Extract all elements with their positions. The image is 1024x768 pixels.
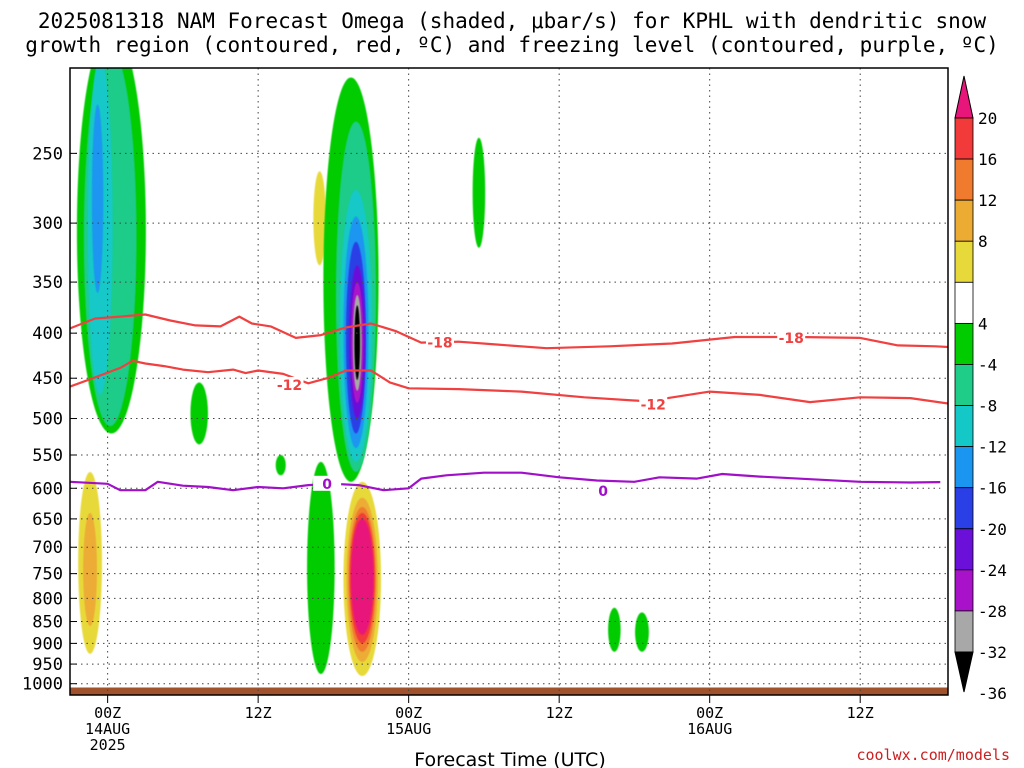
- omega-region-8: [275, 454, 286, 476]
- contour-label-bg-1-2: [1016, 400, 1024, 415]
- colorbar-label-5: -4: [978, 355, 997, 374]
- x-tick-label-36-1: 12Z: [546, 704, 573, 722]
- contour-label-bg-0-0: [426, 334, 455, 350]
- plot-border: [69, 67, 949, 696]
- y-tick-label-800: 800: [32, 589, 63, 609]
- pressure-axis: 2503003504004505005506006507007508008509…: [22, 144, 77, 695]
- x-tick-label-48-1: 00Z: [696, 704, 723, 722]
- y-tick-label-750: 750: [32, 565, 63, 585]
- terrain-surface: [70, 687, 948, 695]
- x-tick-label-24-1: 00Z: [395, 704, 422, 722]
- plot-area: [70, 68, 948, 695]
- y-tick-label-950: 950: [32, 655, 63, 675]
- contour-label-bg-2-0: [313, 475, 342, 491]
- y-tick-label-350: 350: [32, 273, 63, 293]
- colorbar-high-arrow: [954, 75, 974, 119]
- colorbar-label-3: 8: [978, 232, 988, 251]
- y-tick-label-250: 250: [32, 144, 63, 164]
- omega-region-11: [307, 461, 335, 675]
- chart-title-line-2: growth region (contoured, red, ºC) and f…: [25, 33, 999, 57]
- colorbar-band-12: [954, 610, 974, 653]
- contour-line-2: [70, 471, 948, 492]
- x-axis-label: Forecast Time (UTC): [414, 749, 605, 768]
- y-tick-label-550: 550: [32, 446, 63, 466]
- colorbar-label-12: -32: [978, 643, 1007, 662]
- colorbar: 20 16 12 8 4 -4 -8 -12 -16 -20 -24 -28 -32 -36: [954, 75, 1007, 703]
- contour-label-0-1: -18: [779, 331, 804, 347]
- x-tick-label-60-1: 12Z: [847, 704, 874, 722]
- colorbar-band-7: [954, 405, 974, 448]
- credit-text: coolwx.com/models: [856, 746, 1010, 764]
- colorbar-band-4: [954, 281, 974, 324]
- contour-label-bg-2-2: [940, 480, 948, 496]
- x-tick-label-24-2: 15AUG: [386, 720, 431, 738]
- colorbar-label-7: -12: [978, 438, 1007, 457]
- y-tick-label-650: 650: [32, 510, 63, 530]
- omega-region-26: [608, 607, 621, 652]
- omega-shading: [76, 68, 649, 676]
- colorbar-label-9: -20: [978, 520, 1007, 539]
- y-tick-label-450: 450: [32, 369, 63, 389]
- colorbar-band-3: [954, 240, 974, 283]
- x-tick-label-0-1: 00Z: [94, 704, 121, 722]
- x-tick-label-12-1: 12Z: [245, 704, 272, 722]
- contour-label-bg-2-1: [589, 482, 618, 498]
- colorbar-band-11: [954, 569, 974, 612]
- colorbar-label-10: -24: [978, 561, 1007, 580]
- contour-label-bg-0-1: [777, 329, 806, 345]
- y-tick-label-900: 900: [32, 634, 63, 654]
- omega-region-27: [635, 612, 649, 652]
- terrain-fill: [70, 687, 948, 695]
- colorbar-band-1: [954, 158, 974, 201]
- colorbar-band-8: [954, 446, 974, 489]
- temperature-contours: -18-18-12-12-12000: [70, 313, 1024, 500]
- contour-label-bg-1-0: [275, 376, 304, 392]
- colorbar-label-0: 20: [978, 109, 997, 128]
- colorbar-band-0: [954, 117, 974, 160]
- omega-region-7: [190, 382, 208, 445]
- x-tick-label-0-3: 2025: [90, 736, 126, 754]
- contour-label-1-2: -12: [1017, 401, 1024, 417]
- omega-region-3: [91, 104, 104, 293]
- y-tick-label-400: 400: [32, 324, 63, 344]
- contour-label-2-1: 0: [598, 484, 608, 500]
- colorbar-low-arrow: [954, 651, 974, 693]
- y-tick-label-500: 500: [32, 410, 63, 430]
- colorbar-label-6: -8: [978, 397, 997, 416]
- x-tick-label-48-2: 16AUG: [687, 720, 732, 738]
- colorbar-label-11: -28: [978, 602, 1007, 621]
- omega-region-20: [472, 137, 486, 248]
- omega-region-5: [83, 512, 97, 626]
- colorbar-band-2: [954, 199, 974, 242]
- y-tick-label-600: 600: [32, 479, 63, 499]
- colorbar-band-10: [954, 528, 974, 571]
- colorbar-band-5: [954, 322, 974, 365]
- colorbar-band-6: [954, 364, 974, 406]
- colorbar-label-4: 4: [978, 314, 988, 333]
- colorbar-label-2: 12: [978, 191, 997, 210]
- colorbar-band-9: [954, 487, 974, 530]
- y-tick-label-850: 850: [32, 613, 63, 633]
- omega-region-25: [350, 518, 374, 635]
- contour-label-1-0: -12: [277, 378, 302, 394]
- omega-region-19: [354, 305, 361, 380]
- colorbar-label-1: 16: [978, 150, 997, 169]
- omega-region-9: [313, 171, 326, 266]
- x-tick-label-0-2: 14AUG: [85, 720, 130, 738]
- chart-title-line-1: 2025081318 NAM Forecast Omega (shaded, μ…: [37, 9, 987, 33]
- colorbar-label-13: -36: [978, 684, 1007, 703]
- contour-line-1: [70, 359, 948, 405]
- y-tick-label-1000: 1000: [22, 675, 63, 695]
- y-tick-label-300: 300: [32, 214, 63, 234]
- contour-label-bg-1-1: [639, 396, 668, 412]
- contour-label-2-0: 0: [322, 477, 332, 493]
- y-tick-label-700: 700: [32, 538, 63, 558]
- colorbar-label-8: -16: [978, 479, 1007, 498]
- contour-label-0-0: -18: [427, 336, 452, 352]
- contour-label-1-1: -12: [641, 398, 666, 414]
